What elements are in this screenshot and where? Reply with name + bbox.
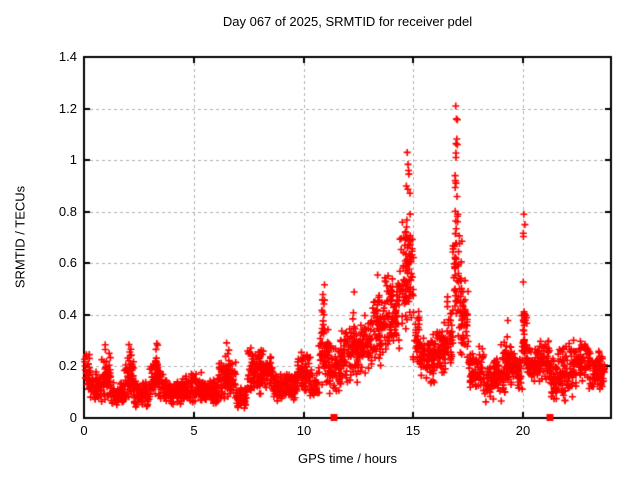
y-tick-label: 1.4	[58, 49, 77, 64]
x-tick-label: 10	[296, 423, 312, 438]
chart-title: Day 067 of 2025, SRMTID for receiver pde…	[222, 14, 473, 29]
x-tick-label: 0	[80, 423, 88, 438]
y-tick-label: 0.6	[58, 255, 77, 270]
y-tick-label: 0.8	[58, 204, 77, 219]
y-axis-label: SRMTID / TECUs	[12, 185, 28, 289]
x-axis-label: GPS time / hours	[298, 451, 397, 466]
y-tick-label: 1.2	[58, 101, 77, 116]
x-tick-label: 5	[190, 423, 198, 438]
y-tick-label: 0	[69, 410, 77, 425]
y-tick-label: 0.2	[58, 358, 77, 373]
y-tick-label: 0.4	[58, 307, 77, 322]
x-tick-label: 20	[515, 423, 531, 438]
x-tick-label: 15	[405, 423, 421, 438]
y-tick-label: 1	[69, 152, 77, 167]
